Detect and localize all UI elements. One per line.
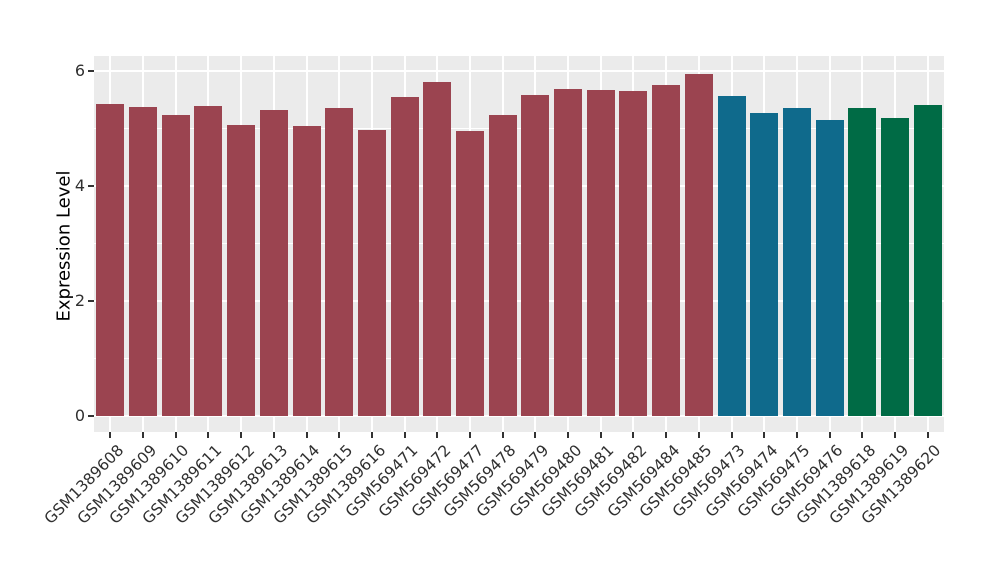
y-tick-label-6: 6 xyxy=(74,60,85,80)
bar-GSM569475 xyxy=(782,108,811,416)
x-tick-GSM569471 xyxy=(403,432,406,438)
bar-GSM569480 xyxy=(554,88,583,416)
bar-GSM1389612 xyxy=(227,124,256,416)
major-gridline-y6 xyxy=(94,69,944,72)
x-tick-GSM1389611 xyxy=(207,432,210,438)
major-gridline-y0 xyxy=(94,414,944,417)
bar-GSM569477 xyxy=(455,131,484,416)
bar-GSM569474 xyxy=(750,113,779,416)
x-tick-GSM569474 xyxy=(763,432,766,438)
x-tick-GSM1389612 xyxy=(240,432,243,438)
x-tick-GSM569479 xyxy=(534,432,537,438)
bar-GSM1389614 xyxy=(292,125,321,416)
x-tick-GSM1389615 xyxy=(338,432,341,438)
x-tick-GSM569477 xyxy=(468,432,471,438)
x-tick-GSM569481 xyxy=(599,432,602,438)
x-tick-GSM1389619 xyxy=(893,432,896,438)
x-tick-GSM569473 xyxy=(730,432,733,438)
y-tick-label-0: 0 xyxy=(74,405,85,425)
x-tick-GSM1389610 xyxy=(174,432,177,438)
x-tick-GSM569484 xyxy=(665,432,668,438)
x-tick-GSM569475 xyxy=(795,432,798,438)
bar-GSM569478 xyxy=(488,114,517,416)
bar-GSM569481 xyxy=(586,90,615,416)
bar-GSM569471 xyxy=(390,97,419,416)
bar-GSM569485 xyxy=(684,73,713,416)
x-tick-GSM1389608 xyxy=(109,432,112,438)
x-tick-GSM569480 xyxy=(567,432,570,438)
x-tick-GSM1389616 xyxy=(370,432,373,438)
minor-gridline-y5 xyxy=(94,127,944,129)
bar-GSM1389608 xyxy=(96,104,125,416)
y-tick-0 xyxy=(88,414,94,417)
x-tick-GSM569476 xyxy=(828,432,831,438)
minor-gridline-y3 xyxy=(94,242,944,244)
bar-GSM1389619 xyxy=(880,118,909,416)
bar-GSM569484 xyxy=(652,84,681,416)
y-tick-label-2: 2 xyxy=(74,290,85,310)
x-tick-GSM569485 xyxy=(697,432,700,438)
bar-GSM1389609 xyxy=(129,106,158,416)
minor-gridline-y1 xyxy=(94,357,944,359)
y-tick-label-4: 4 xyxy=(74,175,85,195)
x-tick-GSM569482 xyxy=(632,432,635,438)
major-gridline-y2 xyxy=(94,299,944,302)
bar-GSM569476 xyxy=(815,120,844,416)
bar-GSM569473 xyxy=(717,96,746,416)
bar-GSM1389616 xyxy=(357,129,386,416)
x-tick-GSM1389618 xyxy=(861,432,864,438)
x-tick-GSM1389613 xyxy=(272,432,275,438)
plot-panel xyxy=(94,56,944,432)
major-gridline-y4 xyxy=(94,184,944,187)
bar-GSM1389615 xyxy=(325,107,354,416)
bar-GSM569472 xyxy=(423,82,452,416)
x-tick-GSM569472 xyxy=(436,432,439,438)
x-tick-GSM1389609 xyxy=(142,432,145,438)
bar-GSM1389618 xyxy=(848,107,877,416)
bar-GSM569482 xyxy=(619,90,648,416)
bar-GSM1389620 xyxy=(913,104,942,416)
bar-GSM1389611 xyxy=(194,105,223,416)
x-tick-GSM1389620 xyxy=(926,432,929,438)
bar-GSM569479 xyxy=(521,94,550,416)
bar-GSM1389610 xyxy=(161,114,190,416)
y-tick-2 xyxy=(88,299,94,302)
y-tick-6 xyxy=(88,69,94,72)
x-tick-GSM569478 xyxy=(501,432,504,438)
y-tick-4 xyxy=(88,184,94,187)
x-tick-GSM1389614 xyxy=(305,432,308,438)
bar-GSM1389613 xyxy=(259,110,288,416)
